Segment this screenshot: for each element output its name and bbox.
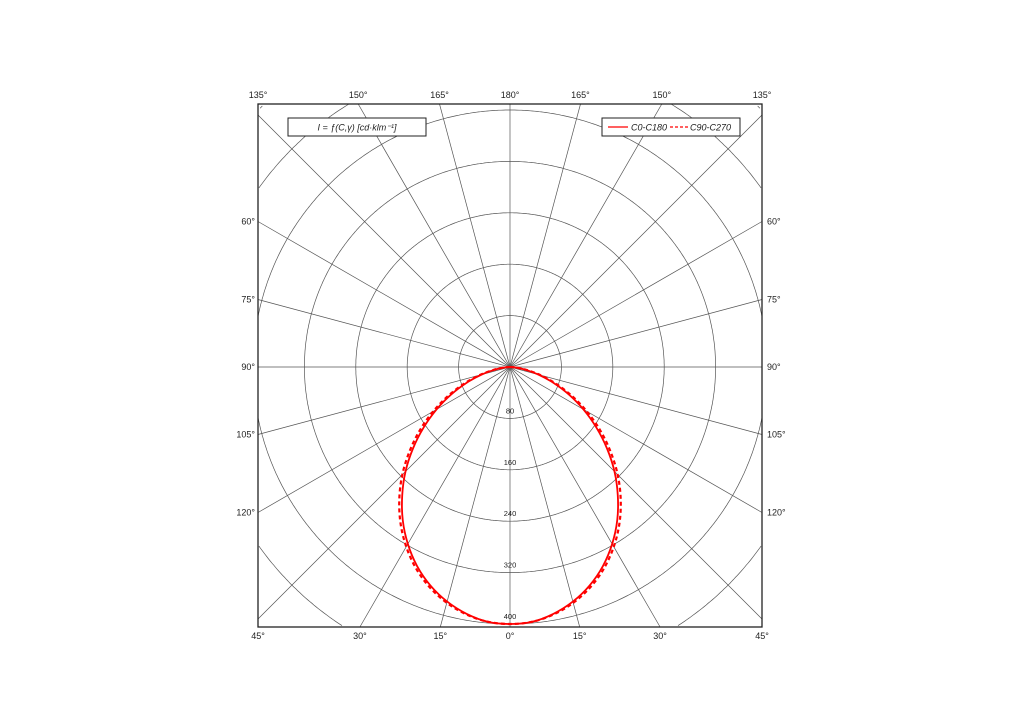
angle-label: 15° — [434, 631, 448, 641]
legend-label-c90: C90-C270 — [690, 123, 731, 133]
grid-spoke — [359, 366, 511, 628]
angle-label: 45° — [251, 631, 265, 641]
angle-label: 15° — [573, 631, 587, 641]
legend: C0-C180 C90-C270 — [601, 117, 741, 137]
radial-tick-label: 400 — [504, 612, 517, 621]
angle-label: 165° — [571, 90, 590, 100]
grid-spoke — [509, 366, 763, 620]
grid-spoke — [257, 366, 511, 513]
angle-label: 120° — [767, 507, 786, 517]
grid-spoke — [509, 366, 763, 435]
grid-ring — [258, 103, 350, 189]
grid-ring — [258, 545, 343, 626]
angle-label: 165° — [430, 90, 449, 100]
grid-spoke — [509, 114, 763, 368]
grid-spoke — [509, 103, 581, 368]
grid-spoke — [509, 299, 763, 368]
angle-label: 60° — [241, 217, 255, 227]
angle-label: 150° — [349, 90, 368, 100]
curve-c90-c270 — [398, 365, 622, 626]
grid-spoke — [357, 103, 511, 368]
angle-label: 0° — [506, 631, 515, 641]
grid-spoke — [257, 221, 511, 368]
grid-ring — [257, 418, 510, 625]
angle-label: 75° — [241, 294, 255, 304]
grid-ring — [510, 418, 763, 625]
angle-label: 90° — [241, 362, 255, 372]
grid-spoke — [257, 366, 511, 435]
polar-grid — [257, 103, 763, 628]
grid-ring — [670, 103, 762, 189]
angle-label: 45° — [755, 631, 769, 641]
legend-label-c0: C0-C180 — [631, 123, 667, 133]
grid-spoke — [257, 366, 511, 620]
grid-spoke — [257, 299, 511, 368]
grid-ring — [757, 105, 761, 109]
grid-spoke — [509, 221, 763, 368]
angle-label: 30° — [653, 631, 667, 641]
formula-text: I = ƒ(C,γ) [cd·klm⁻¹] — [317, 123, 397, 133]
angle-label: 75° — [767, 294, 781, 304]
angle-label: 180° — [501, 90, 520, 100]
formula-box: I = ƒ(C,γ) [cd·klm⁻¹] — [287, 117, 427, 137]
angle-labels: 45° 135° 30° 150° 15° 165° 0° 180° 15° 165° 30° 150… — [236, 90, 786, 641]
grid-spoke — [509, 103, 663, 368]
grid-spoke — [257, 114, 511, 368]
angle-label: 30° — [353, 631, 367, 641]
radial-tick-label: 80 — [506, 406, 514, 415]
grid-spoke — [509, 366, 763, 513]
radial-tick-label: 240 — [504, 509, 517, 518]
angle-label: 105° — [236, 430, 255, 440]
angle-label: 60° — [767, 217, 781, 227]
grid-spoke — [439, 103, 511, 368]
radial-tick-label: 320 — [504, 561, 517, 570]
grid-ring — [259, 105, 263, 109]
curves — [398, 365, 622, 626]
angle-label: 135° — [753, 90, 772, 100]
grid-spoke — [509, 366, 581, 628]
grid-spoke — [509, 366, 661, 628]
angle-label: 105° — [767, 430, 786, 440]
angle-label: 90° — [767, 362, 781, 372]
grid-ring — [677, 545, 762, 626]
radial-tick-label: 160 — [504, 458, 517, 467]
plot-frame — [257, 103, 763, 628]
grid-spoke — [439, 366, 511, 628]
radial-tick-labels: 80 160 240 320 400 — [504, 406, 517, 621]
angle-label: 135° — [249, 90, 268, 100]
angle-label: 150° — [653, 90, 672, 100]
angle-label: 120° — [236, 507, 255, 517]
